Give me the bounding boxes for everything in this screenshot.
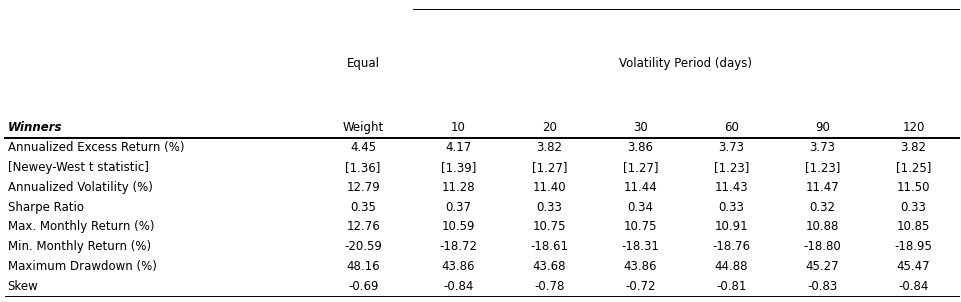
Text: Winners: Winners xyxy=(8,121,62,134)
Text: -18.31: -18.31 xyxy=(622,240,659,253)
Text: 120: 120 xyxy=(902,121,924,134)
Text: -18.61: -18.61 xyxy=(530,240,568,253)
Text: 10.75: 10.75 xyxy=(624,220,657,233)
Text: [1.39]: [1.39] xyxy=(441,161,476,174)
Text: 4.45: 4.45 xyxy=(350,141,377,154)
Text: -18.80: -18.80 xyxy=(803,240,842,253)
Text: 0.33: 0.33 xyxy=(900,201,926,214)
Text: 11.47: 11.47 xyxy=(805,181,839,194)
Text: [1.23]: [1.23] xyxy=(714,161,750,174)
Text: 11.28: 11.28 xyxy=(442,181,475,194)
Text: 0.37: 0.37 xyxy=(445,201,472,214)
Text: -20.59: -20.59 xyxy=(344,240,382,253)
Text: 3.82: 3.82 xyxy=(536,141,562,154)
Text: 4.17: 4.17 xyxy=(445,141,472,154)
Text: [1.27]: [1.27] xyxy=(531,161,567,174)
Text: -0.69: -0.69 xyxy=(348,280,379,293)
Text: 20: 20 xyxy=(542,121,556,134)
Text: 10: 10 xyxy=(451,121,466,134)
Text: 11.40: 11.40 xyxy=(532,181,566,194)
Text: -18.72: -18.72 xyxy=(439,240,478,253)
Text: -0.84: -0.84 xyxy=(443,280,474,293)
Text: 11.50: 11.50 xyxy=(897,181,930,194)
Text: 12.79: 12.79 xyxy=(346,181,380,194)
Text: 3.86: 3.86 xyxy=(628,141,653,154)
Text: -0.78: -0.78 xyxy=(534,280,565,293)
Text: [Newey-West t statistic]: [Newey-West t statistic] xyxy=(8,161,149,174)
Text: 48.16: 48.16 xyxy=(346,260,380,273)
Text: -0.83: -0.83 xyxy=(807,280,838,293)
Text: 12.76: 12.76 xyxy=(346,220,380,233)
Text: Sharpe Ratio: Sharpe Ratio xyxy=(8,201,84,214)
Text: 44.88: 44.88 xyxy=(715,260,749,273)
Text: 3.73: 3.73 xyxy=(719,141,745,154)
Text: 3.73: 3.73 xyxy=(809,141,835,154)
Text: 43.86: 43.86 xyxy=(442,260,475,273)
Text: Maximum Drawdown (%): Maximum Drawdown (%) xyxy=(8,260,157,273)
Text: 43.68: 43.68 xyxy=(532,260,566,273)
Text: 3.82: 3.82 xyxy=(900,141,926,154)
Text: -18.95: -18.95 xyxy=(895,240,932,253)
Text: [1.23]: [1.23] xyxy=(805,161,840,174)
Text: 60: 60 xyxy=(724,121,739,134)
Text: -0.81: -0.81 xyxy=(716,280,747,293)
Text: 10.85: 10.85 xyxy=(897,220,930,233)
Text: 10.75: 10.75 xyxy=(532,220,566,233)
Text: 45.47: 45.47 xyxy=(897,260,930,273)
Text: 30: 30 xyxy=(633,121,648,134)
Text: Volatility Period (days): Volatility Period (days) xyxy=(620,57,752,70)
Text: Max. Monthly Return (%): Max. Monthly Return (%) xyxy=(8,220,154,233)
Text: 10.88: 10.88 xyxy=(806,220,839,233)
Text: 45.27: 45.27 xyxy=(805,260,839,273)
Text: -18.76: -18.76 xyxy=(712,240,751,253)
Text: 11.43: 11.43 xyxy=(715,181,749,194)
Text: -0.84: -0.84 xyxy=(899,280,928,293)
Text: 43.86: 43.86 xyxy=(624,260,657,273)
Text: Annualized Volatility (%): Annualized Volatility (%) xyxy=(8,181,153,194)
Text: [1.27]: [1.27] xyxy=(623,161,658,174)
Text: 11.44: 11.44 xyxy=(624,181,657,194)
Text: 0.32: 0.32 xyxy=(809,201,835,214)
Text: 0.33: 0.33 xyxy=(536,201,562,214)
Text: [1.36]: [1.36] xyxy=(346,161,381,174)
Text: 10.59: 10.59 xyxy=(442,220,475,233)
Text: Skew: Skew xyxy=(8,280,38,293)
Text: 90: 90 xyxy=(815,121,830,134)
Text: [1.25]: [1.25] xyxy=(896,161,931,174)
Text: 0.33: 0.33 xyxy=(719,201,745,214)
Text: Min. Monthly Return (%): Min. Monthly Return (%) xyxy=(8,240,151,253)
Text: 0.35: 0.35 xyxy=(350,201,376,214)
Text: Equal: Equal xyxy=(347,57,380,70)
Text: Weight: Weight xyxy=(342,121,383,134)
Text: 0.34: 0.34 xyxy=(628,201,653,214)
Text: -0.72: -0.72 xyxy=(626,280,655,293)
Text: 10.91: 10.91 xyxy=(715,220,749,233)
Text: Annualized Excess Return (%): Annualized Excess Return (%) xyxy=(8,141,185,154)
